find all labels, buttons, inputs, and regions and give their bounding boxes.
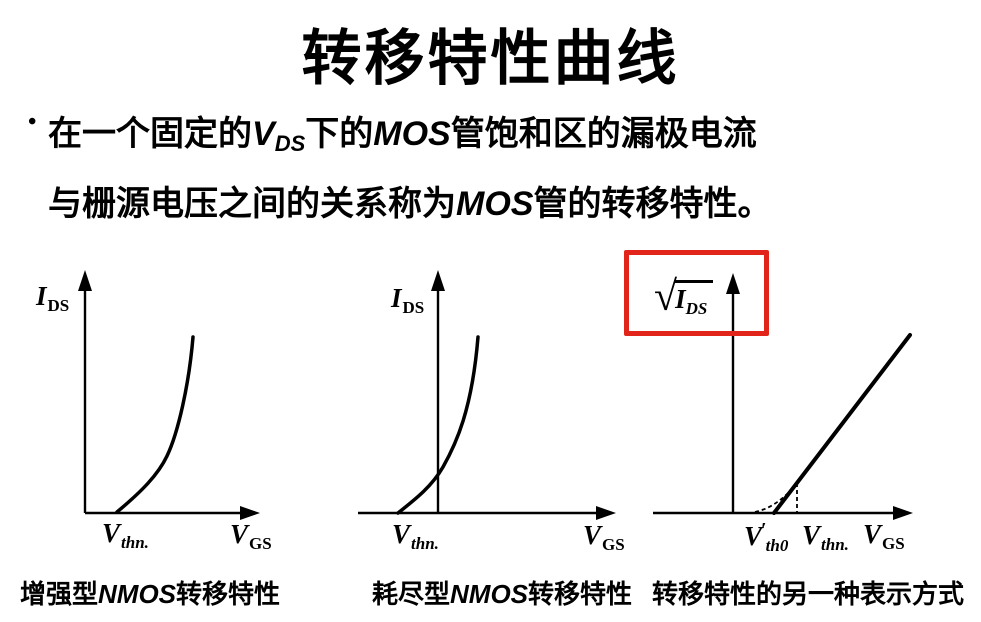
vds-variable: V [252,115,275,153]
bullet-line1-text3: 管饱和区的漏极电流 [450,116,757,153]
depletion-transfer-curve [396,335,480,515]
g2-y-label-main: I [391,283,402,313]
bullet-marker: • [28,109,37,135]
x-axis-arrow-icon [893,506,913,520]
g2-x-axis-label: VGS [583,522,625,553]
x-axis-arrow-icon [240,506,260,520]
g3-vthn-tick-label: Vthn. [802,522,849,553]
g3-vth0-main: V [744,521,763,551]
x-axis-arrow-icon [596,506,616,520]
g1-y-label-main: I [36,281,47,311]
caption-enhancement-nmos: 增强型NMOS转移特性 [20,579,280,610]
actual-curve-dashed [754,482,798,513]
bullet-line2-text2: 管的转移特性。 [533,186,772,223]
g2-vthn-sub: thn. [411,533,439,553]
g3-x-label-main: V [863,519,882,549]
caption2-post: 转移特性 [528,580,633,609]
g2-x-label-main: V [583,520,602,550]
sqrt-ids-line [772,333,912,515]
page-title: 转移特性曲线 [301,26,680,92]
graph-enhancement-nmos [78,270,260,520]
enhancement-transfer-curve [115,335,195,514]
mos-word: MOS [456,185,534,223]
g3-vthn-main: V [802,520,821,550]
y-axis-arrow-icon [431,270,445,291]
g1-x-axis-label: VGS [230,521,272,552]
bullet-line-2: 与栅源电压之间的关系称为MOS管的转移特性。 [48,174,928,235]
g1-x-label-main: V [230,519,249,549]
g1-x-label-sub: GS [249,533,272,553]
caption-sqrt-representation: 转移特性的另一种表示方式 [652,579,964,610]
caption1-post: 转移特性 [176,580,281,609]
g1-vthn-tick-label: Vthn. [102,520,149,551]
caption2-pre: 耗尽型 [372,580,451,609]
bullet-line1-text2: 下的 [305,116,374,153]
bullet-text: 在一个固定的VDS下的MOS管饱和区的漏极电流 与栅源电压之间的关系称为MOS管… [48,104,928,235]
g3-x-axis-label: VGS [863,521,905,552]
g3-vth0-sub: th0 [765,535,789,555]
g2-x-label-sub: GS [602,534,625,554]
g2-y-axis-label: IDS [391,285,424,316]
g3-vth0-tick-label: V′th0 [744,520,788,554]
g1-y-label-sub: DS [47,295,70,315]
red-highlight-box [624,250,769,336]
g3-vthn-sub: thn. [821,534,849,554]
graph-sqrt-ids [653,273,913,520]
g2-y-label-sub: DS [402,297,425,317]
caption3-pre: 转移特性的另一种表示方式 [652,580,965,609]
bullet-line-1: 在一个固定的VDS下的MOS管饱和区的漏极电流 [48,104,928,174]
caption-depletion-nmos: 耗尽型NMOS转移特性 [372,579,632,610]
g1-y-axis-label: IDS [36,283,69,314]
radical-sign: √ [654,274,678,320]
g3-x-label-sub: GS [882,533,905,553]
g3-y-label-sub: DS [685,298,708,318]
y-axis-arrow-icon [78,270,92,291]
bullet-line2-text1: 与栅源电压之间的关系称为 [48,186,456,223]
y-axis-arrow-icon [726,273,740,294]
g3-vth0-prime: ′ [761,519,767,541]
g3-y-label-main: I [675,284,686,314]
g3-y-axis-label-sqrt-ids: √ IDS [654,274,714,320]
graph-depletion-nmos [358,270,616,520]
g1-vthn-sub: thn. [121,532,149,552]
g2-vthn-tick-label: Vthn. [392,521,439,552]
mos-word: MOS [373,115,451,153]
bullet-line1-text1: 在一个固定的 [48,116,252,153]
caption1-latin: NMOS [98,579,177,609]
caption2-latin: NMOS [450,579,529,609]
g1-vthn-main: V [102,518,121,548]
caption1-pre: 增强型 [20,580,99,609]
sqrt-overline-content: IDS [674,280,714,318]
vds-subscript: DS [274,131,306,156]
g2-vthn-main: V [392,519,411,549]
